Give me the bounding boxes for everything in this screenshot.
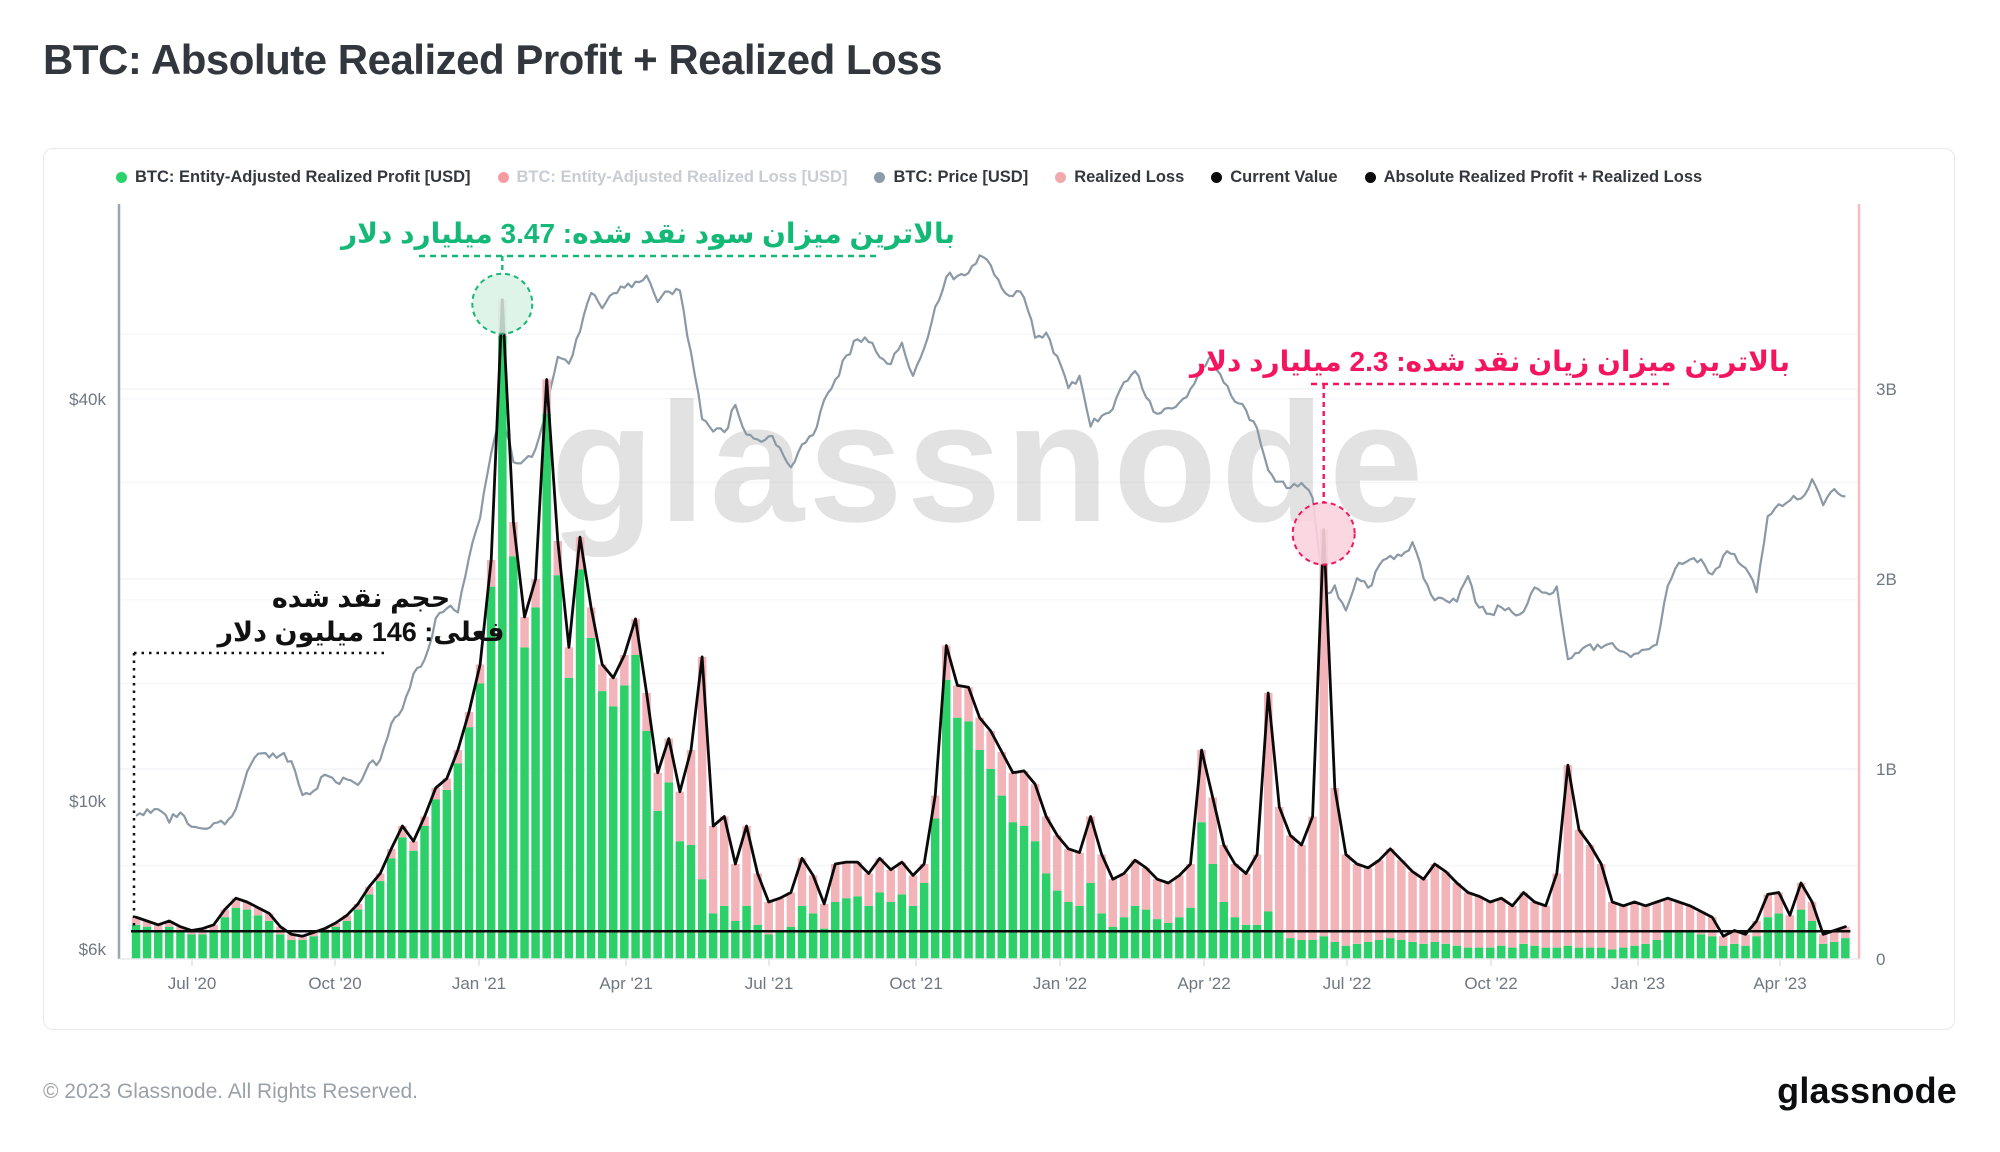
chart-legend: BTC: Entity-Adjusted Realized Profit [US… [116, 168, 1702, 187]
max-profit-circle [471, 272, 534, 335]
svg-text:Oct '21: Oct '21 [889, 974, 942, 993]
current-value-annotation-line2: فعلی: 146 میلیون دلار [215, 617, 504, 648]
legend-dot [1364, 172, 1376, 183]
legend-dot [497, 172, 509, 183]
svg-text:$10k: $10k [69, 792, 106, 811]
svg-text:Jul '21: Jul '21 [745, 974, 794, 993]
legend-label: BTC: Price [USD] [893, 168, 1029, 186]
legend-dot [874, 172, 886, 183]
svg-text:Jan '23: Jan '23 [1611, 974, 1665, 993]
svg-text:$6k: $6k [79, 940, 107, 959]
legend-item-5[interactable]: Absolute Realized Profit + Realized Loss [1364, 168, 1703, 187]
svg-text:Jul '20: Jul '20 [168, 974, 217, 993]
svg-text:Apr '23: Apr '23 [1753, 974, 1806, 993]
absolute-profit-loss-line [134, 298, 1847, 938]
glassnode-watermark: glassnode [551, 368, 1428, 558]
svg-text:Apr '21: Apr '21 [599, 974, 652, 993]
legend-dot [1211, 172, 1223, 183]
page-title: BTC: Absolute Realized Profit + Realized… [43, 36, 942, 83]
svg-text:1B: 1B [1876, 760, 1897, 779]
svg-text:Oct '22: Oct '22 [1464, 974, 1517, 993]
legend-item-3[interactable]: Realized Loss [1055, 168, 1184, 187]
svg-text:Apr '22: Apr '22 [1177, 974, 1230, 993]
svg-text:0: 0 [1876, 950, 1885, 969]
max-loss-annotation: بالاترین میزان زیان نقد شده: 2.3 میلیارد… [1188, 346, 1790, 378]
current-value-annotation-line1: حجم نقد شده [272, 583, 450, 613]
legend-item-0[interactable]: BTC: Entity-Adjusted Realized Profit [US… [116, 168, 471, 187]
svg-text:Jan '21: Jan '21 [452, 974, 506, 993]
svg-text:2B: 2B [1876, 570, 1897, 589]
svg-text:$40k: $40k [69, 390, 106, 409]
max-loss-circle [1291, 501, 1356, 566]
svg-text:Jan '22: Jan '22 [1033, 974, 1087, 993]
legend-label: Current Value [1230, 168, 1338, 186]
footer-copyright: © 2023 Glassnode. All Rights Reserved. [43, 1080, 419, 1103]
svg-text:3B: 3B [1876, 380, 1897, 399]
svg-text:Jul '22: Jul '22 [1323, 974, 1372, 993]
legend-dot [1055, 172, 1067, 183]
btc-price-line [135, 254, 1846, 830]
legend-item-2[interactable]: BTC: Price [USD] [874, 168, 1028, 187]
left-axis-labels: $40k $10k $6k [69, 390, 106, 959]
legend-label: BTC: Entity-Adjusted Realized Profit [US… [135, 168, 471, 186]
legend-label: BTC: Entity-Adjusted Realized Loss [USD] [516, 168, 848, 186]
svg-text:Oct '20: Oct '20 [308, 974, 361, 993]
realized-profit-bars [131, 335, 1850, 959]
legend-dot [116, 172, 127, 183]
glassnode-logo: glassnode [1777, 1070, 1957, 1111]
max-profit-annotation: بالاترین میزان سود نقد شده: 3.47 میلیارد… [339, 218, 955, 250]
x-axis-labels: Jul '20 Oct '20 Jan '21 Apr '21 Jul '21 Oct '… [168, 959, 1807, 993]
legend-item-4[interactable]: Current Value [1211, 168, 1338, 187]
chart-card: BTC: Entity-Adjusted Realized Profit [US… [43, 148, 1955, 1030]
right-axis-labels: 3B 2B 1B 0 [1876, 380, 1897, 969]
legend-label: Realized Loss [1074, 168, 1185, 186]
legend-item-1[interactable]: BTC: Entity-Adjusted Realized Loss [USD] [497, 168, 848, 187]
realized-loss-bars [131, 299, 1850, 950]
legend-label: Absolute Realized Profit + Realized Loss [1383, 168, 1703, 186]
chart-area[interactable]: glassnode Jul '20 Oct '20 Jan '21 Apr '21 Jul… [44, 149, 1956, 1029]
